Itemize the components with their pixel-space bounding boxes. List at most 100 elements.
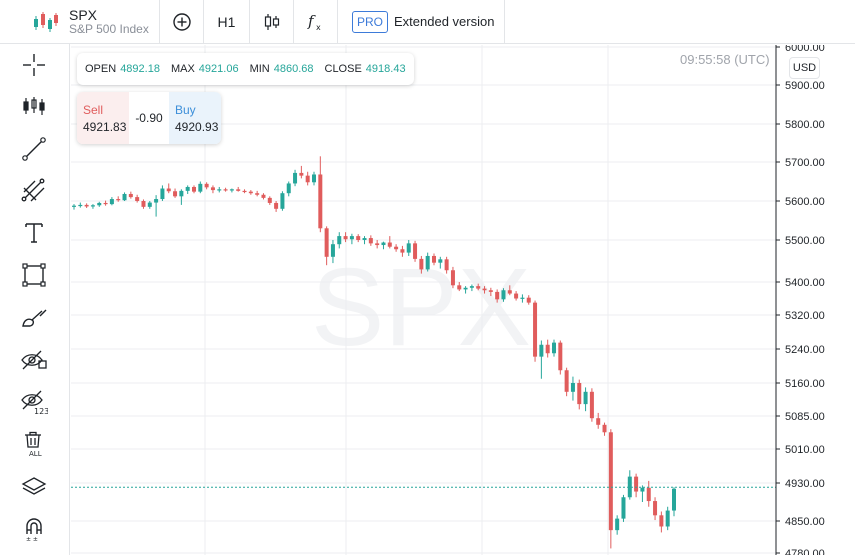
symbol-name: SPX: [69, 6, 98, 23]
candle-body: [495, 291, 500, 300]
price-tick-label: 5320.00: [785, 310, 825, 322]
price-tick-label: 5500.00: [785, 235, 825, 247]
indicators-tool-button[interactable]: [13, 88, 55, 124]
add-circle-icon: [172, 12, 191, 31]
hide-values-icon: 123: [21, 390, 48, 415]
candle-body: [394, 246, 399, 250]
candle-body: [78, 204, 83, 207]
candle-body: [526, 297, 531, 303]
chart-type-button[interactable]: [250, 0, 294, 43]
candle-body: [356, 236, 361, 240]
layers-button[interactable]: [13, 469, 55, 505]
svg-text:x: x: [316, 23, 321, 32]
price-tick-label: 5700.00: [785, 157, 825, 169]
sell-price: 4921.83: [83, 120, 127, 134]
candle-body: [672, 488, 676, 511]
candle-body: [229, 189, 234, 191]
close-value: 4918.43: [365, 63, 406, 75]
add-symbol-button[interactable]: [160, 0, 204, 43]
candle-body: [627, 476, 632, 498]
candle-body: [558, 342, 563, 371]
candle-body: [128, 193, 133, 198]
rectangle-tool-button[interactable]: [13, 257, 55, 293]
candle-body: [450, 270, 455, 286]
candle-body: [608, 432, 613, 531]
candle-body: [482, 288, 487, 291]
candle-body: [147, 202, 152, 207]
candle-body: [387, 242, 392, 247]
candle-body: [444, 259, 449, 271]
timeframe-button[interactable]: H1: [204, 0, 250, 43]
buy-button[interactable]: Buy 4920.93: [169, 92, 221, 144]
price-chart[interactable]: SPX 6000.005900.005800.005700.005600.005…: [71, 45, 855, 555]
candle-body: [381, 242, 386, 246]
price-tick-label: 4930.00: [785, 478, 825, 490]
utc-clock: 09:55:58 (UTC): [680, 52, 770, 67]
price-tick-label: 4780.00: [785, 548, 825, 555]
price-tick-label: 5240.00: [785, 344, 825, 356]
candle-body: [204, 183, 209, 188]
candle-body: [261, 194, 266, 198]
fib-tool-icon: [21, 178, 45, 202]
svg-text:123: 123: [34, 407, 48, 415]
brush-tool-button[interactable]: [13, 300, 55, 336]
hide-values-button[interactable]: 123: [13, 384, 55, 420]
candle-body: [634, 476, 639, 492]
candle-body: [349, 236, 354, 240]
trade-panel: Sell 4921.83 -0.90 Buy 4920.93: [77, 92, 221, 144]
sell-button[interactable]: Sell 4921.83: [77, 92, 129, 144]
price-tick-label: 4850.00: [785, 516, 825, 528]
price-tick-label: 5160.00: [785, 378, 825, 390]
extended-version-button[interactable]: PRO Extended version: [338, 0, 506, 43]
candle-body: [255, 193, 260, 195]
fib-tool-button[interactable]: [13, 173, 55, 209]
candle-body: [438, 259, 443, 263]
price-tick-label: 5010.00: [785, 444, 825, 456]
text-tool-button[interactable]: [13, 215, 55, 251]
candle-body: [653, 501, 658, 516]
price-tick-label: 5900.00: [785, 80, 825, 92]
price-tick-label: 6000.00: [785, 45, 825, 54]
candle-body: [602, 424, 607, 433]
price-axis[interactable]: 6000.00 5900.00 5800.00 5700.00 5600.00 5500.…: [775, 45, 825, 555]
crosshair-tool-button[interactable]: [13, 47, 55, 83]
candle-body: [116, 199, 121, 201]
candle-body: [286, 183, 291, 194]
candle-body: [343, 236, 348, 240]
candle-body: [545, 344, 550, 354]
candlestick-type-icon: [264, 13, 279, 30]
open-label: OPEN: [85, 63, 117, 75]
trend-line-tool-button[interactable]: [13, 131, 55, 167]
price-tick-label: 5085.00: [785, 411, 825, 423]
candle-body: [90, 205, 95, 207]
pro-badge: PRO: [352, 10, 389, 33]
candle-body: [337, 236, 342, 245]
sell-label: Sell: [83, 103, 104, 117]
candle-body: [368, 238, 373, 244]
hide-drawings-button[interactable]: [13, 342, 55, 378]
min-label: MIN: [249, 63, 270, 75]
magnet-icon: ± ±: [26, 518, 42, 542]
candle-body: [488, 290, 493, 292]
currency-button[interactable]: USD: [789, 57, 820, 79]
max-label: MAX: [170, 63, 195, 75]
candle-body: [400, 249, 405, 253]
candle-body: [160, 188, 165, 200]
candle-body: [122, 193, 127, 201]
candle-body: [305, 175, 310, 183]
candle-body: [312, 174, 316, 183]
svg-text:± ±: ± ±: [26, 536, 38, 542]
delete-all-button[interactable]: ALL: [13, 426, 55, 462]
candle-body: [589, 391, 594, 419]
candle-body: [507, 290, 512, 294]
magnet-button[interactable]: ± ±: [13, 511, 55, 547]
candle-body: [274, 202, 279, 209]
candle-body: [103, 202, 108, 205]
candle-body: [236, 189, 241, 191]
candle-body: [583, 391, 588, 405]
candle-body: [406, 243, 411, 253]
symbol-selector[interactable]: SPX S&P 500 Index: [0, 0, 160, 43]
candle-body: [501, 290, 506, 300]
candle-body: [425, 255, 430, 270]
